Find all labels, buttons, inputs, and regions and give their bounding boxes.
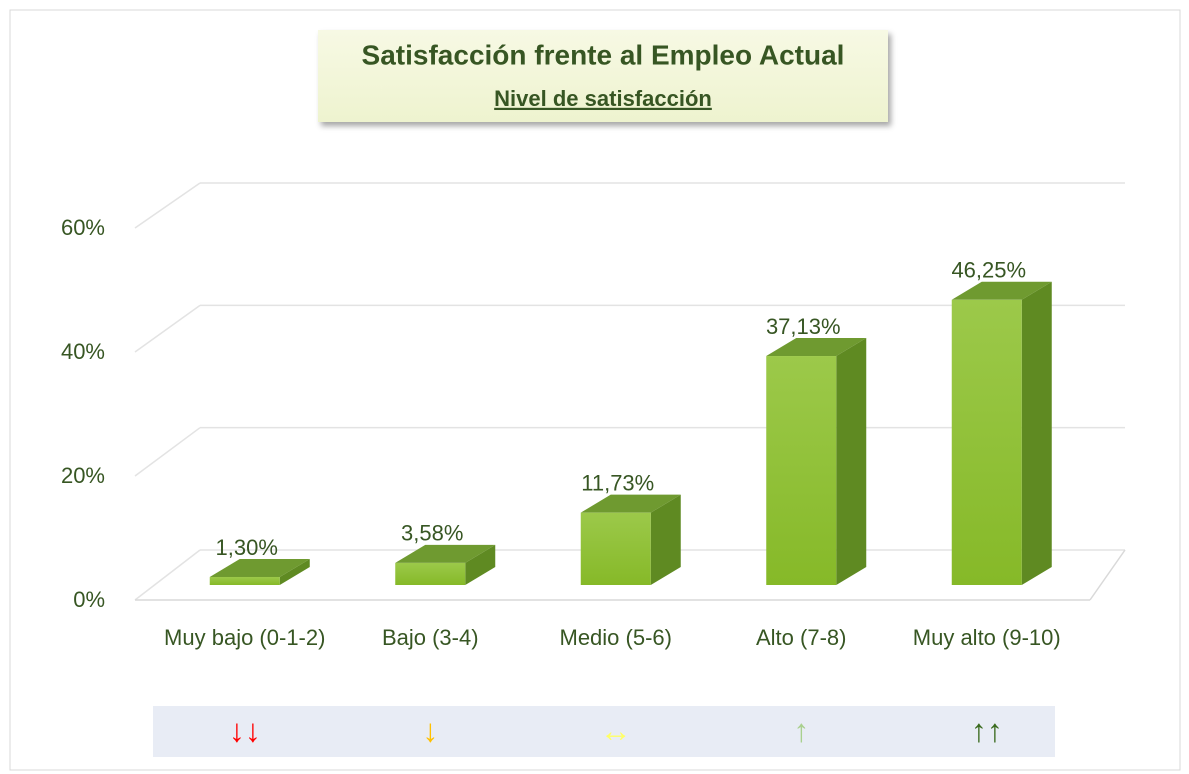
y-tick-label: 40%	[61, 339, 105, 364]
title-box	[318, 30, 888, 122]
bar	[766, 356, 837, 585]
y-tick-label: 20%	[61, 463, 105, 488]
bar-side	[650, 494, 681, 585]
x-tick-label: Muy alto (9-10)	[912, 625, 1061, 650]
bar-side	[465, 544, 496, 585]
bar	[395, 562, 466, 585]
bar-top	[951, 281, 1052, 300]
bar-side	[836, 338, 867, 585]
bar-side	[1021, 281, 1052, 585]
bar	[209, 576, 280, 585]
bar	[580, 512, 651, 585]
bar-side	[279, 558, 310, 585]
indicator-arrow: ↑	[793, 712, 809, 748]
bar-top	[580, 494, 681, 513]
grid-line-side	[134, 304, 201, 353]
indicator-arrow: ↑↑	[971, 712, 1003, 748]
y-tick-label: 0%	[73, 587, 105, 612]
x-tick-label: Alto (7-8)	[756, 625, 847, 650]
indicator-arrow: ↔	[600, 712, 632, 748]
value-label: 3,58%	[401, 521, 463, 546]
bar	[951, 299, 1022, 585]
value-label: 46,25%	[951, 258, 1026, 283]
indicator-arrow: ↓	[422, 712, 438, 748]
floor-edge	[1089, 549, 1126, 601]
grid-line-side	[134, 549, 201, 601]
indicator-arrow: ↓↓	[229, 712, 261, 748]
indicator-strip	[153, 706, 1055, 757]
grid-line-side	[134, 427, 201, 477]
chart-border	[9, 9, 1181, 771]
value-label: 37,13%	[766, 314, 841, 339]
bar-top	[209, 558, 310, 577]
y-tick-label: 60%	[61, 215, 105, 240]
value-label: 1,30%	[216, 535, 278, 560]
bar-top	[395, 544, 496, 563]
x-tick-label: Medio (5-6)	[559, 625, 672, 650]
bar-top	[766, 338, 867, 357]
x-tick-label: Bajo (3-4)	[381, 625, 479, 650]
grid-line-side	[134, 182, 201, 229]
value-label: 11,73%	[581, 470, 654, 495]
x-tick-label: Muy bajo (0-1-2)	[164, 625, 326, 650]
chart-subtitle: Nivel de satisfacción	[494, 86, 712, 111]
chart-title: Satisfacción frente al Empleo Actual	[362, 39, 845, 70]
